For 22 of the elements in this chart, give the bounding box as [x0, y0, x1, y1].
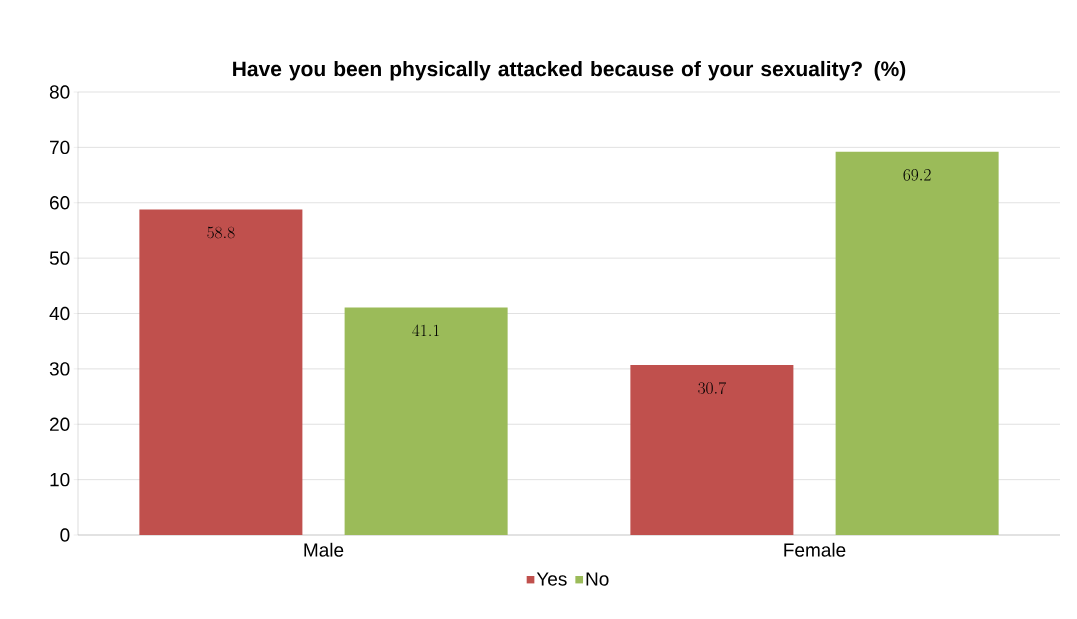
bar	[344, 307, 508, 536]
y-tick-label: 30	[49, 362, 70, 376]
y-tick-label: 20	[50, 417, 70, 431]
bar	[630, 365, 794, 536]
legend-label: No	[586, 572, 609, 586]
bar	[139, 209, 303, 536]
y-tick-label: 60	[50, 196, 70, 210]
y-tick-label: 70	[50, 140, 70, 155]
legend-label: Yes	[536, 572, 567, 586]
y-tick-label: 80	[49, 85, 70, 99]
data-label: 58.8	[207, 226, 235, 239]
x-tick-label: Female	[784, 542, 846, 557]
y-tick-label: 0	[60, 528, 70, 542]
y-tick-label: 50	[49, 251, 70, 265]
y-tick-label: 10	[50, 472, 70, 487]
x-tick-label: Male	[304, 542, 344, 557]
data-label: 41 . 1	[412, 324, 440, 337]
data-label: 69.2	[903, 169, 931, 181]
chart-title: Have you been physically attacked because of your sexuality? (%)	[233, 60, 906, 81]
bar	[835, 151, 999, 536]
data-label: 30.7	[698, 381, 726, 394]
y-tick-label: 40	[49, 306, 70, 321]
